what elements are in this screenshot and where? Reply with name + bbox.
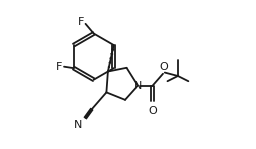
Text: O: O [148,106,157,116]
Text: F: F [78,17,84,27]
Text: N: N [74,120,82,130]
Text: F: F [56,62,62,72]
Text: O: O [159,62,168,72]
Text: N: N [133,81,142,91]
